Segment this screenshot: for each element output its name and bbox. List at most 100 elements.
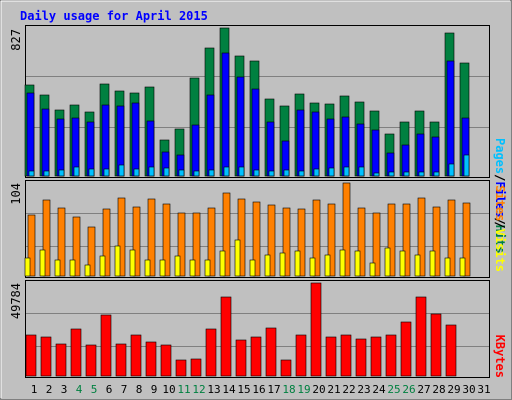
visits-bar-day-7 [114,245,121,277]
day-label-6: 6 [106,383,113,396]
day-label-21: 21 [327,383,340,396]
kbytes-bar-day-8 [130,334,142,377]
sites-bar-day-26 [402,203,411,277]
day-label-24: 24 [372,383,386,396]
visits-bar-day-30 [459,257,466,277]
kbytes-bar-day-11 [175,359,187,377]
files-bar-day-20 [311,111,320,177]
sites-bar-day-21 [327,203,336,277]
sites-bar-day-11 [177,212,186,277]
kbytes-bar-day-2 [40,336,52,377]
visits-bar-day-22 [339,249,346,277]
sites-bar-day-1 [27,214,36,277]
pages-bar-day-29 [448,163,455,177]
files-bar-day-26 [401,144,410,177]
day-label-14: 14 [222,383,236,396]
kbytes-bar-day-22 [340,334,352,377]
day-label-3: 3 [61,383,68,396]
kbytes-bar-day-23 [355,338,367,377]
sites-bar-day-9 [147,198,156,277]
visits-bar-day-13 [204,259,211,277]
kbytes-bar-day-12 [190,358,202,377]
kbytes-bar-day-1 [25,334,37,377]
visits-bar-day-18 [279,252,286,277]
visits-bar-day-1 [24,257,31,277]
pages-bar-day-12 [193,170,200,177]
axis-title-hits: Hits [493,225,507,254]
kbytes-bar-day-9 [145,341,157,377]
files-bar-day-29 [446,60,455,177]
kbytes-bar-day-17 [265,327,277,377]
day-label-16: 16 [252,383,265,396]
files-bar-day-13 [206,94,215,177]
day-label-20: 20 [312,383,325,396]
files-bar-day-5 [86,121,95,177]
day-label-25: 25 [387,383,400,396]
visits-bar-day-12 [189,259,196,277]
day-label-12: 12 [192,383,205,396]
sites-bar-day-7 [117,197,126,277]
kbytes-bars [25,282,457,377]
pages-bar-day-22 [343,166,350,177]
pages-bar-day-30 [463,154,470,177]
kbytes-axis-title: KBytes [493,335,507,378]
kbytes-bar-day-24 [370,336,382,377]
day-label-13: 13 [207,383,220,396]
visits-bar-day-11 [174,255,181,277]
chart-title: Daily usage for April 2015 [20,9,208,23]
files-bar-day-6 [101,104,110,177]
hits-bars [24,27,470,177]
pages-bar-day-19 [298,170,305,177]
sites-bar-day-8 [132,206,141,277]
day-label-10: 10 [162,383,175,396]
visits-bar-day-24 [369,262,376,277]
kbytes-bar-day-15 [235,339,247,377]
visits-bar-day-4 [69,259,76,277]
kbytes-bar-day-25 [385,334,397,377]
sites-bar-day-20 [312,199,321,277]
day-label-1: 1 [31,383,38,396]
pages-bar-day-17 [268,170,275,177]
day-label-17: 17 [267,383,280,396]
kbytes-bar-day-3 [55,343,67,377]
sites-bar-day-6 [102,208,111,277]
kbytes-bar-day-6 [100,314,112,377]
pages-bar-day-9 [148,166,155,177]
sites-bar-day-5 [87,226,96,277]
axis-title-kbytes: KBytes [493,335,507,378]
visits-bar-day-5 [84,264,91,277]
pages-bar-day-28 [433,171,440,177]
pages-bar-day-6 [103,168,110,177]
kbytes-bar-day-26 [400,321,412,377]
kbytes-bar-day-21 [325,336,337,377]
sites-bar-day-13 [207,207,216,277]
day-label-23: 23 [357,383,370,396]
files-bar-day-1 [26,92,35,177]
pages-bar-day-7 [118,164,125,177]
axis-title-sep-3: / [493,221,507,228]
visits-bar-day-10 [159,259,166,277]
sites-bar-day-29 [447,199,456,277]
visits-bar-day-29 [444,257,451,277]
day-label-11: 11 [177,383,190,396]
hits-axis-title: Pages/Files/Hits [493,138,507,254]
sites-bar-day-2 [42,199,51,277]
files-bar-day-28 [431,136,440,177]
day-label-27: 27 [417,383,430,396]
sites-bar-day-24 [372,212,381,277]
axis-title-sep-1: / [493,174,507,181]
sites-bar-day-22 [342,182,351,277]
day-label-19: 19 [297,383,310,396]
pages-bar-day-1 [28,170,35,177]
visits-bar-day-21 [324,254,331,277]
day-label-15: 15 [237,383,250,396]
pages-bar-day-18 [283,169,290,177]
kbytes-bar-day-18 [280,359,292,377]
visits-bar-day-25 [384,247,391,277]
day-label-28: 28 [432,383,445,396]
sites-bar-day-30 [462,202,471,277]
sites-bar-day-12 [192,212,201,277]
files-bar-day-12 [191,124,200,177]
pages-bar-day-26 [403,171,410,177]
